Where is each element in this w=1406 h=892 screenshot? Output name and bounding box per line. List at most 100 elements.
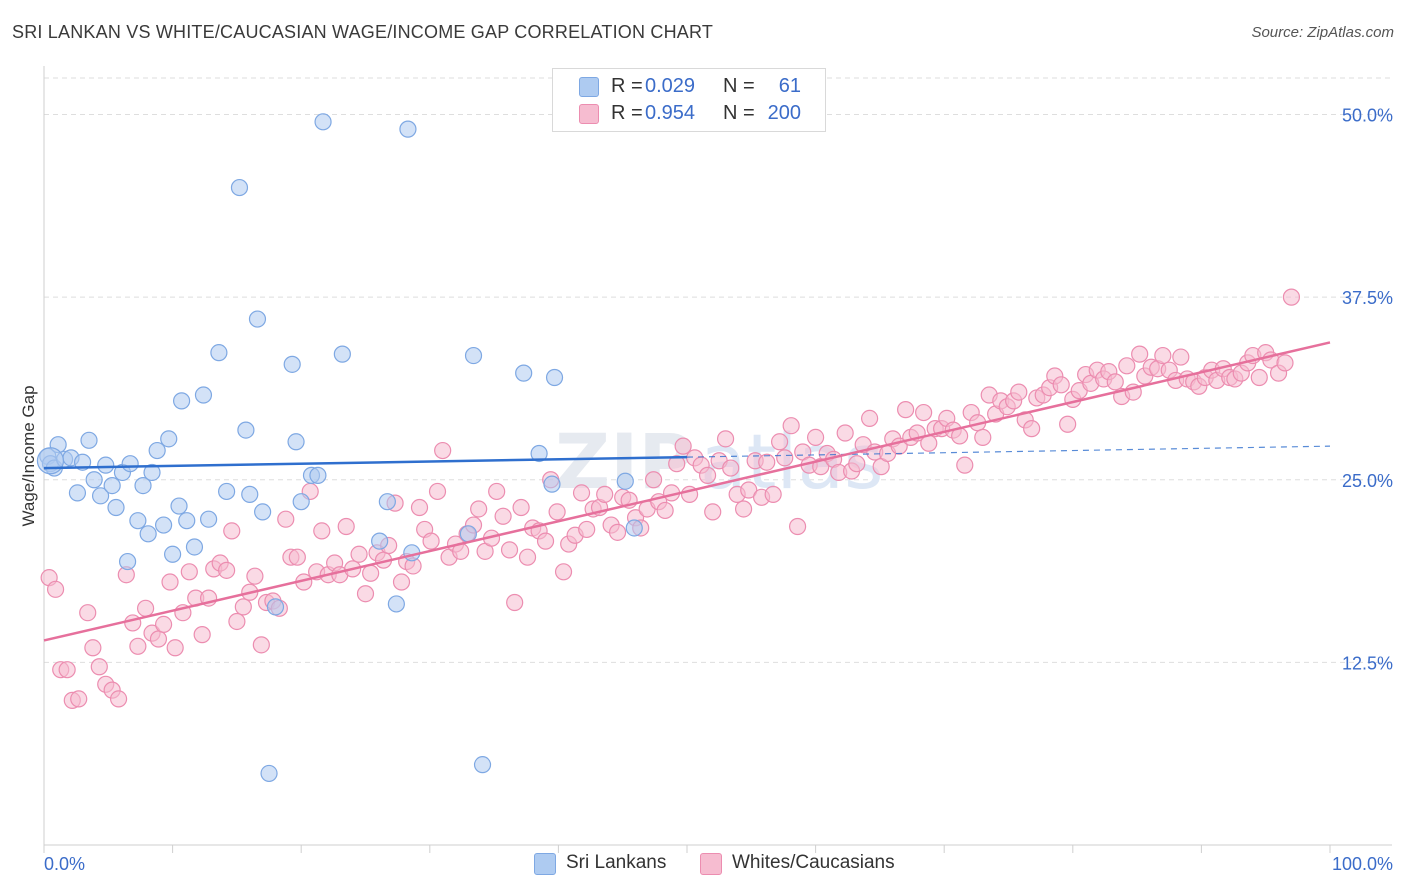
- white-caucasian-point: [734, 500, 753, 518]
- sri-lankan-point: [118, 552, 137, 571]
- white-caucasian-point: [1023, 420, 1041, 438]
- legend-row-sri-lankans: R = 0.029 N = 61: [553, 75, 825, 101]
- sri-lankan-point: [85, 471, 103, 489]
- white-caucasian-point: [716, 430, 735, 448]
- white-caucasian-point: [470, 500, 488, 518]
- sri-lankan-point: [260, 764, 278, 783]
- sri-lankan-point: [333, 345, 351, 363]
- white-caucasian-point: [161, 573, 179, 591]
- sri-lankan-point: [314, 113, 332, 131]
- sri-lankan-point: [194, 386, 213, 404]
- white-caucasian-point: [764, 485, 782, 503]
- white-caucasian-point: [500, 541, 519, 559]
- sri-lankan-point: [616, 472, 634, 490]
- white-caucasian-point: [434, 441, 452, 460]
- white-caucasian-point: [90, 658, 108, 676]
- legend-swatch-pink: [579, 104, 599, 124]
- white-caucasian-point: [70, 690, 88, 708]
- white-caucasian-point: [806, 428, 825, 446]
- sri-lankan-point: [129, 512, 147, 530]
- source-label: Source: ZipAtlas.com: [1251, 24, 1394, 41]
- white-caucasian-point: [109, 690, 128, 708]
- white-caucasian-point: [1059, 415, 1077, 433]
- white-caucasian-point: [136, 599, 155, 617]
- white-caucasian-point: [277, 510, 295, 528]
- sri-lankan-point: [36, 447, 65, 475]
- white-caucasian-point: [1052, 376, 1070, 394]
- sri-lankan-point: [170, 497, 188, 515]
- sri-lankan-point: [148, 441, 166, 460]
- sri-lankan-point: [210, 344, 228, 362]
- sri-lankan-point: [173, 392, 191, 410]
- white-caucasian-point: [488, 482, 506, 501]
- legend-n-value: 61: [778, 75, 801, 97]
- white-caucasian-point: [704, 503, 722, 521]
- white-caucasian-point: [776, 449, 794, 467]
- white-caucasian-point: [548, 503, 566, 521]
- white-caucasian-point: [668, 455, 686, 473]
- sri-lankan-point: [378, 493, 396, 511]
- sri-lankan-point: [91, 487, 110, 505]
- white-caucasian-point: [1118, 357, 1136, 375]
- white-caucasian-point: [228, 612, 246, 631]
- sri-lankan-point: [178, 512, 196, 530]
- white-caucasian-point: [788, 517, 807, 536]
- sri-lankan-point: [543, 475, 561, 493]
- legend-r-value: 0.029: [645, 75, 696, 97]
- legend-row-whites: R = 0.954 N = 200: [553, 102, 825, 128]
- stats-legend: R = 0.029 N = 61 R = 0.954 N = 200: [552, 68, 826, 132]
- white-caucasian-point: [956, 456, 974, 474]
- sri-lankan-point: [160, 430, 178, 448]
- white-caucasian-point: [1106, 373, 1124, 391]
- x-tick-label: 100.0%: [1332, 854, 1393, 874]
- y-tick-label: 50.0%: [1342, 106, 1393, 126]
- legend-r-label: R =: [611, 102, 643, 124]
- sri-lankan-point: [80, 431, 98, 449]
- white-caucasian-point: [596, 485, 614, 503]
- white-caucasian-point: [1276, 354, 1294, 372]
- white-caucasian-point: [740, 481, 758, 499]
- sri-lankan-point: [545, 368, 564, 387]
- y-tick-label: 37.5%: [1342, 288, 1393, 308]
- sri-lankan-point: [230, 178, 249, 197]
- bottom-legend-swatch-pink: [700, 853, 722, 875]
- sri-lankan-point: [139, 525, 157, 543]
- white-caucasian-point: [758, 453, 776, 471]
- sri-lankan-point: [459, 525, 477, 543]
- sri-lankan-point: [121, 455, 139, 473]
- white-caucasian-point: [1172, 348, 1190, 366]
- white-caucasian-point: [218, 561, 236, 579]
- white-caucasian-point: [392, 573, 411, 591]
- white-caucasian-point: [84, 639, 102, 657]
- legend-n-value: 200: [767, 102, 801, 124]
- sri-lankan-point: [387, 595, 405, 613]
- white-caucasian-trend-line: [43, 341, 1331, 642]
- sri-lankan-point: [515, 364, 533, 382]
- white-caucasian-point: [674, 437, 692, 455]
- white-caucasian-point: [836, 424, 854, 442]
- white-caucasian-point: [915, 403, 933, 422]
- sri-lankan-point: [292, 493, 310, 511]
- sri-lankan-point: [464, 346, 483, 365]
- x-tick-label: 0.0%: [44, 854, 85, 874]
- white-caucasian-point: [1282, 288, 1301, 306]
- sri-lankan-point: [200, 510, 218, 528]
- sri-lankan-point: [625, 519, 643, 537]
- y-tick-label: 25.0%: [1342, 471, 1393, 491]
- sri-lankan-point: [371, 532, 389, 550]
- white-caucasian-point: [428, 482, 447, 501]
- white-caucasian-point: [234, 598, 252, 616]
- white-caucasian-point: [506, 593, 524, 612]
- sri-lankan-point: [185, 538, 204, 556]
- white-caucasian-point: [1010, 383, 1028, 401]
- white-caucasian-point: [154, 615, 173, 633]
- white-caucasian-point: [252, 636, 270, 654]
- white-caucasian-point: [722, 459, 740, 477]
- white-caucasian-point: [180, 563, 198, 581]
- white-caucasian-point: [518, 548, 537, 566]
- legend-swatch-blue: [579, 77, 599, 97]
- bottom-legend-label: Whites/Caucasians: [732, 852, 895, 873]
- sri-lankan-point: [473, 756, 492, 774]
- sri-lankan-point: [241, 485, 259, 503]
